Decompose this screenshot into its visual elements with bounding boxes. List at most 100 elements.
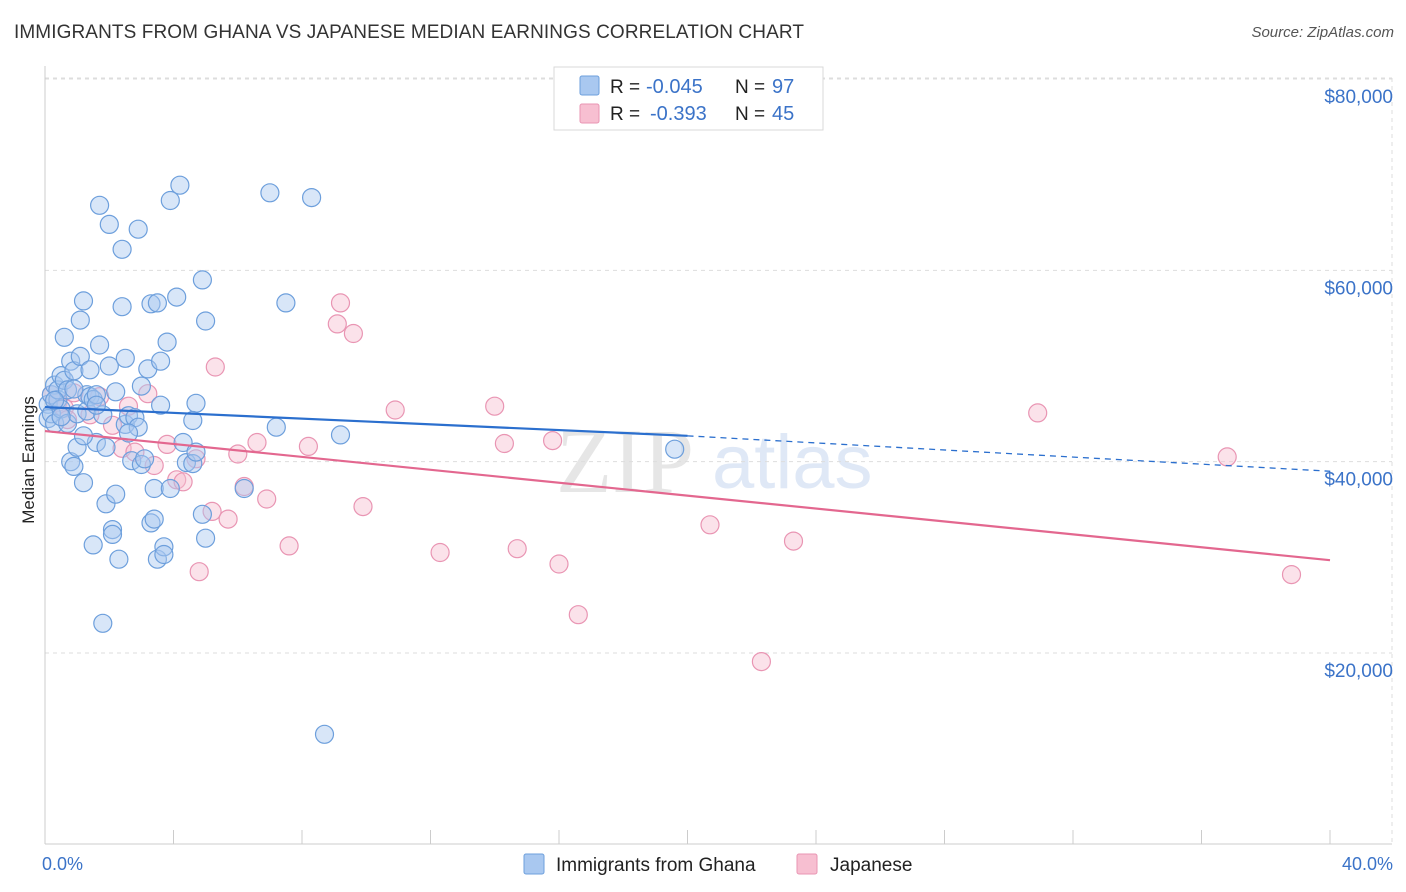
japanese-point-36: [542, 431, 563, 451]
ghana-point-77: [192, 504, 212, 524]
ghana-point-43: [109, 549, 129, 569]
chart-title: IMMIGRANTS FROM GHANA VS JAPANESE MEDIAN…: [14, 22, 805, 43]
japanese-trend-line: [44, 429, 1331, 562]
ghana-point-76: [192, 270, 212, 290]
japanese-point-26: [298, 436, 318, 456]
japanese-point-25: [279, 536, 299, 556]
y-tick-labels: $20,000 $40,000 $60,000 $80,000: [1324, 87, 1393, 682]
axes: [44, 66, 1392, 845]
legend-n-value-1: 97: [772, 76, 794, 98]
correlation-legend: R = -0.045 N = 97 R = -0.393 N = 45: [553, 66, 824, 131]
legend-r-label-2: R =: [610, 104, 640, 125]
y-tick-label-80000: $80,000: [1324, 87, 1393, 108]
ghana-point-17: [64, 456, 84, 476]
legend-swatch-ghana: [579, 75, 600, 96]
ghana-point-29: [83, 535, 103, 555]
bottom-legend-label-ghana: Immigrants from Ghana: [556, 855, 756, 876]
ghana-point-23: [73, 473, 94, 493]
ghana-point-72: [176, 453, 196, 473]
ghana-point-66: [157, 332, 177, 352]
ghana-point-78: [196, 311, 216, 331]
japanese-point-19: [205, 357, 225, 377]
ghana-point-90: [64, 379, 84, 399]
ghana-point-33: [89, 195, 110, 215]
ghana-point-18: [67, 437, 87, 457]
japanese-point-30: [353, 497, 373, 517]
x-tick-labels: 0.0% 40.0%: [42, 854, 1393, 874]
ghana-point-26: [80, 360, 100, 380]
japanese-point-20: [218, 509, 238, 529]
japanese-point-43: [1217, 447, 1237, 467]
legend-swatch-japanese: [579, 103, 600, 124]
ghana-point-63: [151, 351, 171, 371]
legend-n-label-2: N =: [735, 104, 765, 125]
ghana-point-85: [314, 724, 335, 744]
ghana-point-71: [173, 432, 193, 453]
ghana-point-87: [665, 439, 685, 459]
japanese-point-31: [385, 400, 405, 420]
japanese-point-42: [1028, 403, 1048, 423]
japanese-point-40: [751, 651, 772, 672]
ghana-point-70: [170, 175, 190, 195]
y-tick-label-40000: $40,000: [1324, 470, 1393, 491]
ghana-point-57: [141, 513, 161, 533]
ghana-point-95: [131, 376, 151, 396]
japanese-point-32: [430, 542, 450, 563]
ghana-point-80: [234, 478, 254, 499]
japanese-point-27: [327, 314, 347, 334]
ghana-point-67: [160, 478, 180, 499]
ghana-point-38: [99, 214, 119, 234]
ghana-point-64: [154, 537, 174, 557]
japanese-point-44: [1281, 564, 1302, 585]
series-legend: Immigrants from Ghana Japanese: [523, 853, 912, 876]
ghana-point-60: [147, 293, 167, 313]
ghana-point-40: [102, 519, 123, 540]
ghana-trend-line: [44, 406, 688, 437]
ghana-point-31: [86, 385, 107, 405]
ghana-point-51: [128, 219, 148, 239]
japanese-point-35: [507, 539, 527, 559]
trend-lines: [44, 406, 1331, 562]
ghana-point-68: [160, 190, 180, 211]
ghana-point-10: [54, 327, 74, 347]
japanese-point-23: [247, 432, 267, 453]
legend-n-value-2: 45: [772, 103, 794, 125]
chart-source: Source: ZipAtlas.com: [1251, 24, 1394, 41]
ghana-point-82: [266, 417, 286, 437]
ghana-point-74: [186, 393, 206, 413]
ghana-point-59: [144, 509, 164, 529]
ghana-point-53: [131, 454, 151, 475]
ghana-point-58: [144, 478, 164, 499]
ghana-point-92: [86, 395, 107, 415]
japanese-point-37: [549, 554, 569, 574]
ghana-point-56: [141, 294, 161, 314]
x-tick-label-max: 40.0%: [1342, 854, 1393, 874]
ghana-point-83: [276, 293, 296, 313]
bottom-legend-label-japanese: Japanese: [830, 855, 912, 876]
ghana-points: [38, 175, 685, 744]
ghana-point-37: [96, 494, 116, 514]
ghana-point-35: [93, 613, 113, 633]
watermark-atlas: atlas: [712, 420, 873, 505]
watermark: ZIP atlas: [556, 410, 873, 512]
ghana-point-42: [106, 484, 126, 504]
japanese-point-38: [568, 605, 588, 625]
ghana-point-86: [330, 425, 351, 445]
ghana-point-44: [112, 239, 132, 259]
bottom-legend-swatch-japanese: [796, 853, 818, 875]
japanese-point-21: [228, 444, 248, 464]
ghana-point-79: [196, 528, 216, 548]
legend-r-value-2: -0.393: [650, 103, 707, 125]
japanese-point-17: [189, 562, 209, 582]
ghana-point-36: [96, 437, 116, 457]
ghana-point-32: [89, 335, 110, 355]
bottom-legend-swatch-ghana: [523, 853, 545, 875]
ghana-point-84: [302, 188, 322, 208]
ghana-point-46: [115, 348, 135, 368]
legend-r-value-1: -0.045: [646, 76, 703, 98]
japanese-point-11: [138, 384, 158, 404]
japanese-point-24: [257, 489, 277, 509]
ghana-point-22: [73, 291, 94, 311]
